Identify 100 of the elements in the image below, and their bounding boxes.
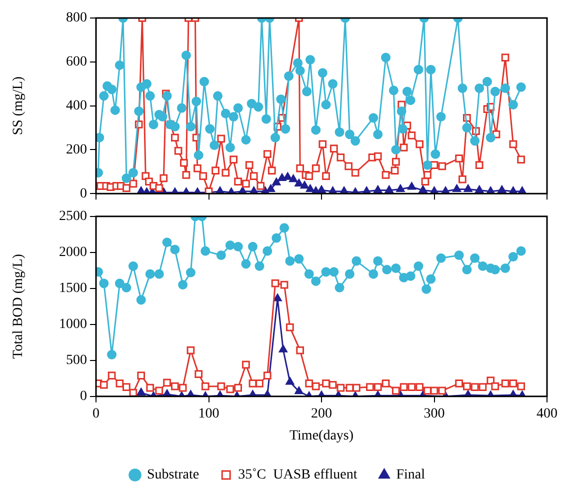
point [216, 250, 226, 260]
point [278, 344, 288, 352]
point [501, 380, 510, 388]
point [272, 178, 281, 186]
legend-label: Final [396, 468, 426, 483]
point [486, 376, 495, 384]
point [464, 184, 472, 192]
point [311, 276, 321, 286]
point [305, 380, 314, 388]
point [344, 269, 354, 279]
point [241, 259, 251, 269]
point [400, 383, 408, 391]
point [382, 264, 392, 274]
point [368, 269, 378, 279]
point [462, 264, 472, 274]
point [498, 186, 506, 194]
y-tick-label: 2500 [59, 209, 87, 224]
point [436, 253, 446, 263]
point [418, 186, 428, 194]
point [256, 380, 264, 388]
point [137, 372, 146, 380]
point [128, 261, 138, 271]
point [107, 350, 117, 360]
y-tick-label: 0 [80, 186, 87, 202]
point [178, 384, 187, 392]
point [352, 384, 360, 392]
point [116, 380, 124, 388]
point [296, 346, 304, 354]
point [304, 269, 314, 279]
point [170, 382, 179, 390]
point [306, 184, 314, 192]
point [478, 261, 488, 271]
point [470, 253, 480, 263]
point [280, 280, 288, 289]
y-tick-label: 0 [80, 389, 87, 404]
point [162, 238, 172, 248]
point [294, 254, 304, 264]
point [382, 380, 390, 388]
point [452, 184, 462, 192]
point [286, 323, 294, 332]
point [455, 380, 463, 388]
point [384, 186, 394, 194]
y-axis-title: SS (mg/L) [11, 76, 26, 136]
point [226, 385, 234, 394]
point [186, 346, 195, 354]
point [217, 382, 226, 390]
y-tick-label: 400 [66, 98, 87, 114]
point [280, 223, 290, 233]
point [373, 256, 383, 266]
point [422, 284, 432, 294]
point [99, 278, 109, 288]
point [194, 370, 203, 378]
y-tick-label: 600 [66, 54, 87, 70]
point [508, 252, 518, 262]
point [516, 246, 526, 256]
point [254, 261, 264, 271]
x-tick-label: 400 [536, 406, 558, 422]
point [317, 186, 326, 194]
point [145, 269, 155, 279]
point [391, 263, 401, 273]
point [478, 383, 487, 391]
x-tick-label: 100 [198, 406, 220, 422]
point [108, 372, 116, 380]
point [336, 384, 345, 392]
point [163, 378, 171, 387]
point [329, 267, 339, 277]
point [154, 269, 164, 279]
y-tick-label: 1500 [59, 281, 87, 296]
point [234, 384, 242, 392]
point [352, 256, 362, 266]
point [396, 184, 405, 192]
point [146, 384, 154, 392]
point [272, 233, 282, 243]
point [463, 382, 471, 390]
point [407, 182, 416, 190]
point [491, 382, 500, 390]
point [500, 263, 510, 273]
y-axis-title: Total BOD (mg/L) [11, 254, 26, 359]
point [517, 382, 525, 390]
point [300, 181, 309, 189]
point [430, 386, 438, 395]
point [438, 386, 446, 395]
point [475, 186, 484, 194]
point [286, 377, 294, 385]
point [392, 386, 400, 395]
point [233, 242, 243, 252]
y-tick-label: 500 [66, 353, 87, 368]
legend-label: 35˚C UASB effluent [238, 468, 358, 483]
x-tick-label: 300 [424, 406, 445, 422]
point [285, 256, 295, 266]
point [263, 372, 272, 380]
point [334, 282, 344, 292]
point [136, 295, 146, 305]
point [424, 386, 432, 395]
point [408, 383, 416, 391]
point [328, 380, 337, 389]
y-tick-label: 1000 [59, 317, 87, 332]
point [289, 174, 298, 182]
point [509, 380, 518, 388]
point [294, 386, 304, 394]
